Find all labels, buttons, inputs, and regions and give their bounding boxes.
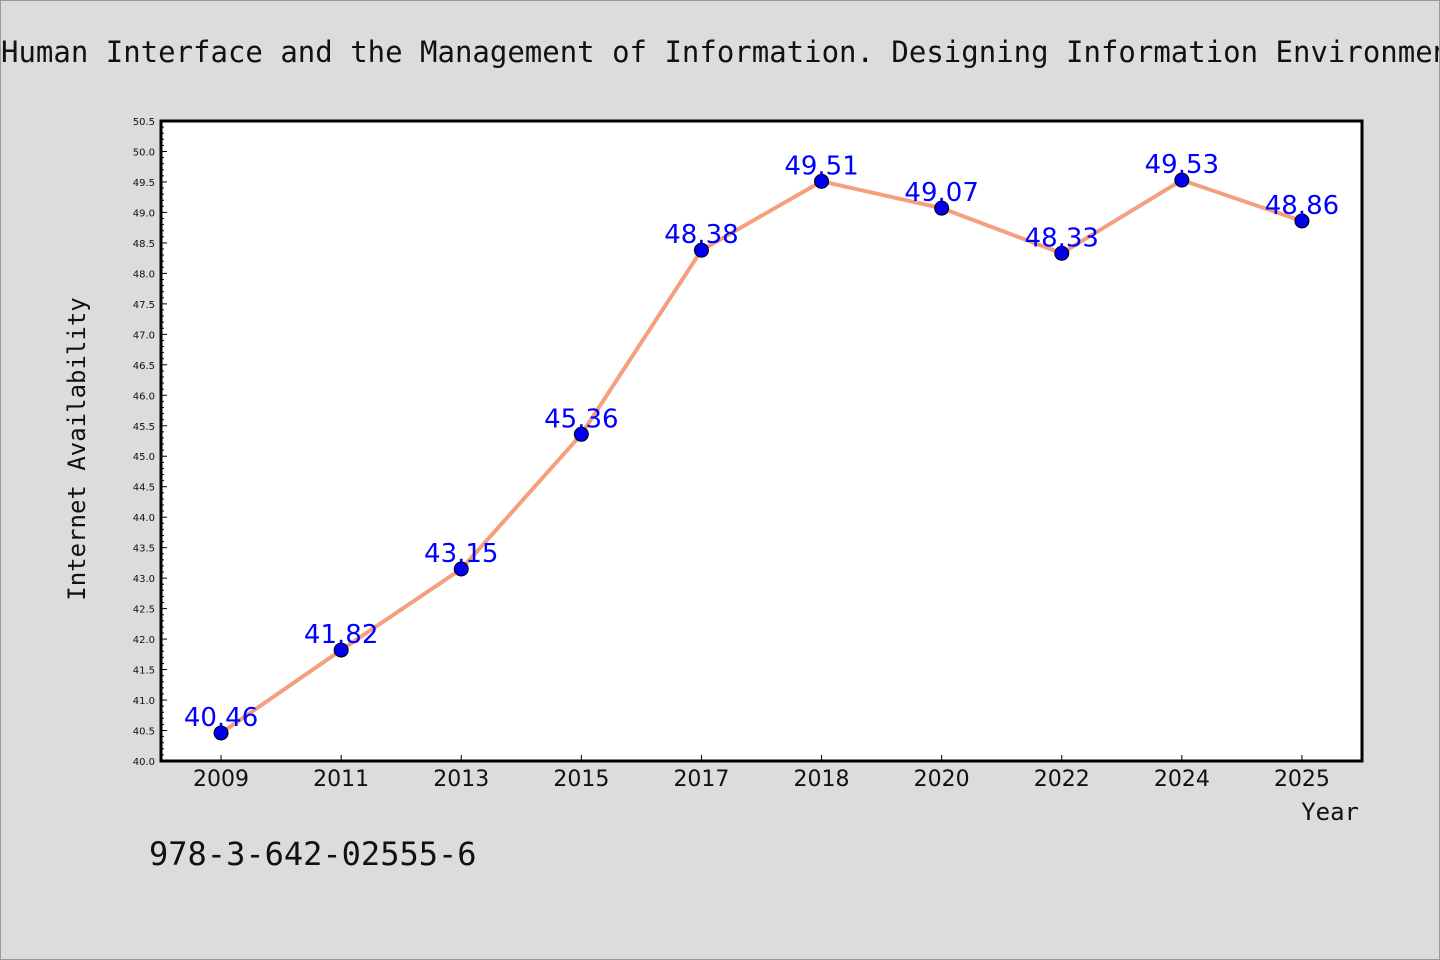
y-tick-label: 46.5	[133, 361, 155, 372]
data-point	[1174, 172, 1190, 188]
chart-title: Human Interface and the Management of In…	[1, 35, 1439, 69]
y-tick-label: 48.5	[133, 239, 155, 250]
y-tick-label: 49.5	[133, 178, 155, 189]
y-tick-label: 43.5	[133, 544, 155, 555]
y-tick-label: 41.0	[133, 696, 155, 707]
plot-frame	[159, 119, 1364, 763]
data-point	[1294, 213, 1310, 229]
y-tick-label: 46.0	[133, 391, 155, 402]
x-axis-label: Year	[1301, 798, 1359, 826]
data-point	[573, 426, 589, 442]
data-point	[934, 200, 950, 216]
data-label: 48.38	[664, 220, 738, 250]
y-tick-label: 48.0	[133, 269, 155, 280]
data-label: 48.86	[1265, 191, 1339, 221]
x-tick-label: 2009	[193, 767, 249, 792]
plot-area	[161, 121, 1362, 761]
data-label: 45.36	[544, 404, 618, 434]
x-tick-label: 2024	[1154, 767, 1210, 792]
y-tick-label: 50.5	[133, 117, 155, 128]
x-tick-label: 2017	[673, 767, 729, 792]
x-tick-label: 2015	[553, 767, 609, 792]
x-tick-label: 2022	[1034, 767, 1090, 792]
data-label: 49.51	[784, 151, 858, 181]
data-point	[693, 242, 709, 258]
y-tick-label: 45.5	[133, 422, 155, 433]
data-label: 49.07	[904, 178, 978, 208]
y-tick-label: 44.0	[133, 513, 155, 524]
isbn-caption: 978-3-642-02555-6	[149, 835, 477, 873]
data-label: 43.15	[424, 539, 498, 569]
data-label: 41.82	[304, 620, 378, 650]
x-tick-label: 2020	[914, 767, 970, 792]
y-tick-label: 50.0	[133, 147, 155, 158]
x-tick-label: 2025	[1274, 767, 1330, 792]
data-point	[213, 725, 229, 741]
x-tick-label: 2011	[313, 767, 369, 792]
y-tick-label: 42.0	[133, 635, 155, 646]
data-label: 48.33	[1025, 223, 1099, 253]
x-tick-label: 2013	[433, 767, 489, 792]
data-point	[1054, 245, 1070, 261]
data-point	[333, 642, 349, 658]
data-label: 40.46	[184, 703, 258, 733]
x-tick-label: 2018	[794, 767, 850, 792]
data-point	[814, 173, 830, 189]
data-point	[453, 561, 469, 577]
series-line	[219, 178, 1303, 735]
y-tick-label: 49.0	[133, 208, 155, 219]
y-tick-label: 43.0	[133, 574, 155, 585]
y-tick-label: 40.0	[133, 757, 155, 768]
y-tick-label: 47.0	[133, 330, 155, 341]
y-tick-label: 40.5	[133, 727, 155, 738]
data-label: 49.53	[1145, 150, 1219, 180]
y-tick-label: 47.5	[133, 300, 155, 311]
y-tick-label: 42.5	[133, 605, 155, 616]
y-tick-label: 41.5	[133, 666, 155, 677]
y-tick-label: 45.0	[133, 452, 155, 463]
y-tick-label: 44.5	[133, 483, 155, 494]
